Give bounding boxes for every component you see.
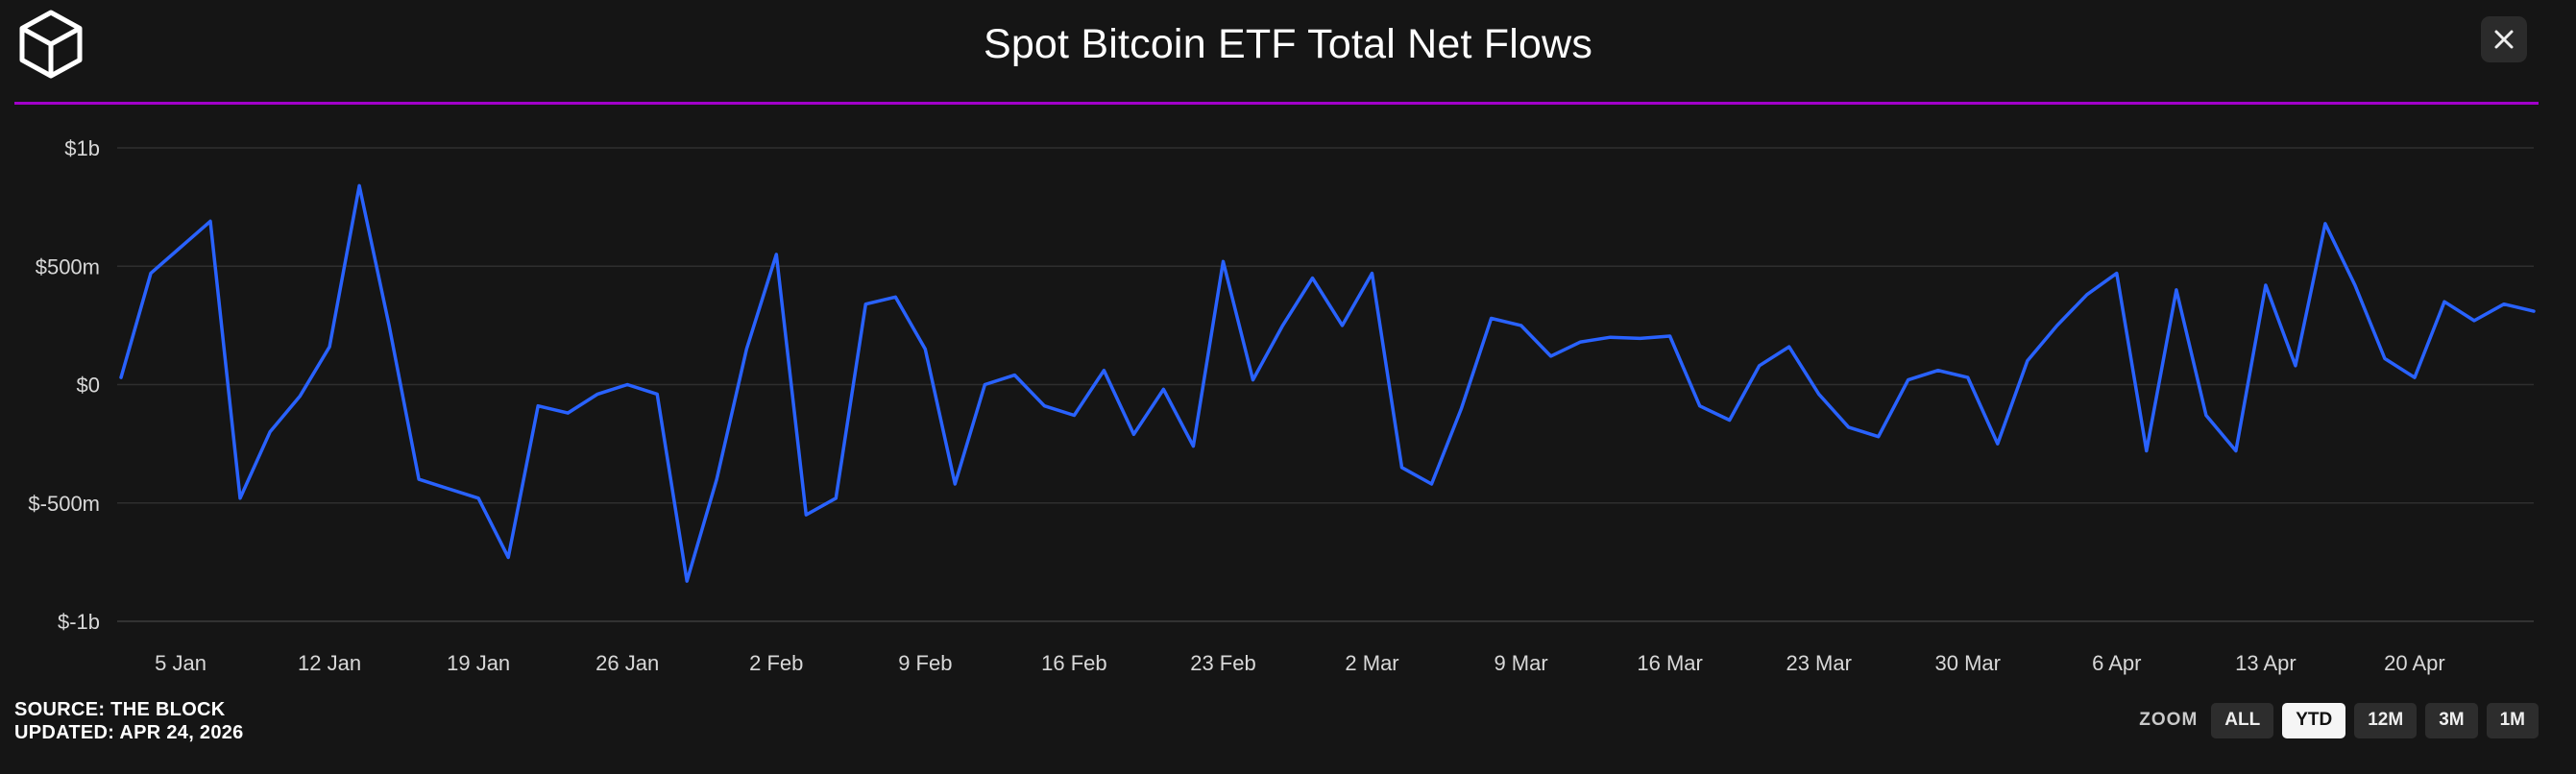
y-axis-label: $-500m: [28, 492, 100, 516]
x-axis-label: 26 Jan: [595, 651, 659, 675]
x-axis-label: 6 Apr: [2092, 651, 2141, 675]
zoom-button-12m[interactable]: 12M: [2354, 702, 2418, 738]
zoom-button-group: ALL YTD 12M 3M 1M: [2211, 702, 2539, 738]
updated-label: UPDATED: APR 24, 2026: [14, 722, 244, 743]
y-axis-label: $0: [77, 374, 100, 398]
x-axis-label: 13 Apr: [2235, 651, 2297, 675]
y-axis-label: $-1b: [58, 610, 100, 634]
x-axis-label: 9 Mar: [1494, 651, 1547, 675]
x-axis-label: 12 Jan: [298, 651, 361, 675]
x-axis-label: 2 Mar: [1345, 651, 1398, 675]
y-axis-label: $500m: [36, 254, 100, 278]
close-icon: [2494, 30, 2514, 49]
chart-title: Spot Bitcoin ETF Total Net Flows: [983, 21, 1593, 67]
y-axis-label: $1b: [64, 136, 100, 160]
zoom-label: ZOOM: [2139, 710, 2199, 730]
x-axis-label: 9 Feb: [898, 651, 952, 675]
zoom-button-3m[interactable]: 3M: [2425, 702, 2478, 738]
zoom-button-ytd[interactable]: YTD: [2282, 702, 2346, 738]
x-axis-label: 30 Mar: [1935, 651, 2001, 675]
zoom-button-all[interactable]: ALL: [2211, 702, 2274, 738]
x-axis-label: 2 Feb: [749, 651, 803, 675]
close-button[interactable]: [2481, 16, 2527, 62]
x-axis-label: 5 Jan: [155, 651, 207, 675]
x-axis-label: 16 Mar: [1637, 651, 1702, 675]
zoom-controls: ZOOM ALL YTD 12M 3M 1M: [2139, 702, 2539, 738]
zoom-button-1m[interactable]: 1M: [2486, 702, 2539, 738]
accent-divider: [14, 102, 2539, 105]
x-axis-label: 20 Apr: [2384, 651, 2445, 675]
net-flows-line: [119, 183, 2536, 583]
source-label: SOURCE: THE BLOCK: [14, 699, 226, 720]
x-axis-label: 19 Jan: [447, 651, 510, 675]
x-axis-label: 23 Feb: [1190, 651, 1256, 675]
x-axis-label: 23 Mar: [1786, 651, 1851, 675]
source-attribution: SOURCE: THE BLOCK UPDATED: APR 24, 2026: [14, 698, 244, 744]
x-axis-label: 16 Feb: [1041, 651, 1107, 675]
the-block-logo-icon: [17, 9, 85, 85]
